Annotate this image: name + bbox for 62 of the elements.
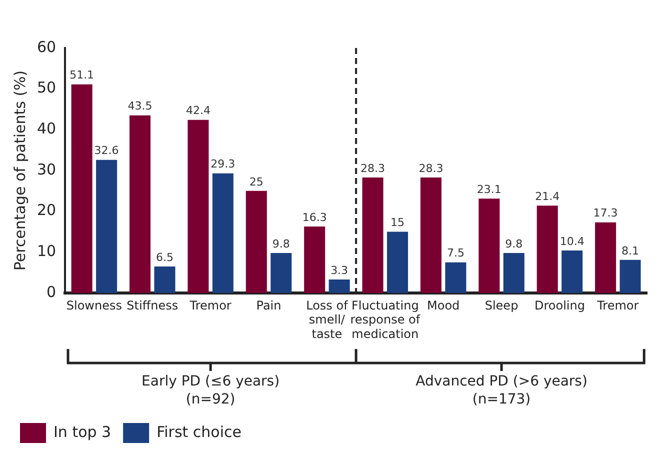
data-label: 29.3	[210, 158, 236, 171]
data-label: 15	[390, 216, 405, 230]
data-label: 21.4	[535, 190, 560, 203]
bar	[536, 206, 558, 293]
bar	[270, 252, 292, 293]
bar	[96, 160, 118, 293]
legend-label: First choice	[156, 422, 242, 441]
text: Advanced PD (>6 years) (n=173)	[416, 374, 588, 408]
bar	[362, 177, 384, 293]
y-tick-label: 60	[36, 38, 56, 56]
data-label: 17.3	[593, 206, 618, 220]
y-tick-label: 10	[36, 242, 56, 260]
data-label: 32.6	[94, 144, 119, 158]
data-label: 10.4	[560, 234, 584, 248]
data-label: 9.8	[505, 237, 523, 250]
bar	[386, 232, 408, 293]
bar	[420, 177, 442, 293]
x-tick-label: Pain	[256, 298, 282, 312]
data-label: 23.1	[476, 183, 502, 196]
x-tick-label: Loss of smell/taste	[306, 298, 349, 342]
bar	[328, 280, 350, 293]
bar	[212, 173, 234, 293]
data-label: 28.3	[360, 162, 386, 175]
data-label: 51.1	[70, 68, 94, 82]
y-axis-title: Percentage of patients (%)	[10, 70, 29, 271]
data-label: 28.3	[418, 162, 444, 175]
data-label: 7.5	[446, 246, 464, 260]
y-tick-label: 50	[36, 78, 56, 97]
bar	[478, 198, 500, 293]
bar	[620, 260, 641, 293]
x-tick-label: Stiffness	[126, 298, 178, 312]
bar	[445, 262, 466, 293]
bar	[503, 252, 524, 293]
bar	[188, 120, 209, 293]
x-tick-label: Slowness	[66, 298, 122, 312]
x-tick-label: Drooling	[534, 298, 585, 312]
data-label: 16.3	[302, 210, 327, 224]
y-tick-label: 30	[36, 160, 56, 178]
bar	[562, 250, 583, 293]
x-tick-label: Tremor	[188, 298, 232, 312]
data-label: 9.8	[272, 237, 290, 250]
data-label: 43.5	[128, 100, 152, 113]
bar	[130, 115, 151, 293]
bar	[304, 226, 326, 293]
y-tick-label: 0	[46, 282, 56, 301]
bar	[595, 222, 616, 293]
legend-label: In top 3	[54, 422, 112, 441]
data-label: 6.5	[156, 250, 174, 264]
y-tick-label: 20	[36, 201, 56, 220]
data-label: 42.4	[186, 104, 210, 118]
data-label: 25	[249, 175, 264, 188]
bar	[71, 84, 92, 293]
y-tick-label: 40	[36, 120, 56, 138]
bar	[154, 266, 176, 293]
x-tick-label: Fluctuating response of medication	[350, 298, 421, 342]
text: Early PD (≤6 years) (n=92)	[142, 374, 280, 408]
x-tick-label: Tremor	[596, 298, 639, 312]
x-tick-label: Mood	[427, 298, 460, 312]
data-label: 3.3	[330, 264, 348, 277]
data-label: 8.1	[622, 244, 640, 258]
x-tick-label: Sleep	[484, 298, 518, 312]
bar	[246, 190, 267, 293]
